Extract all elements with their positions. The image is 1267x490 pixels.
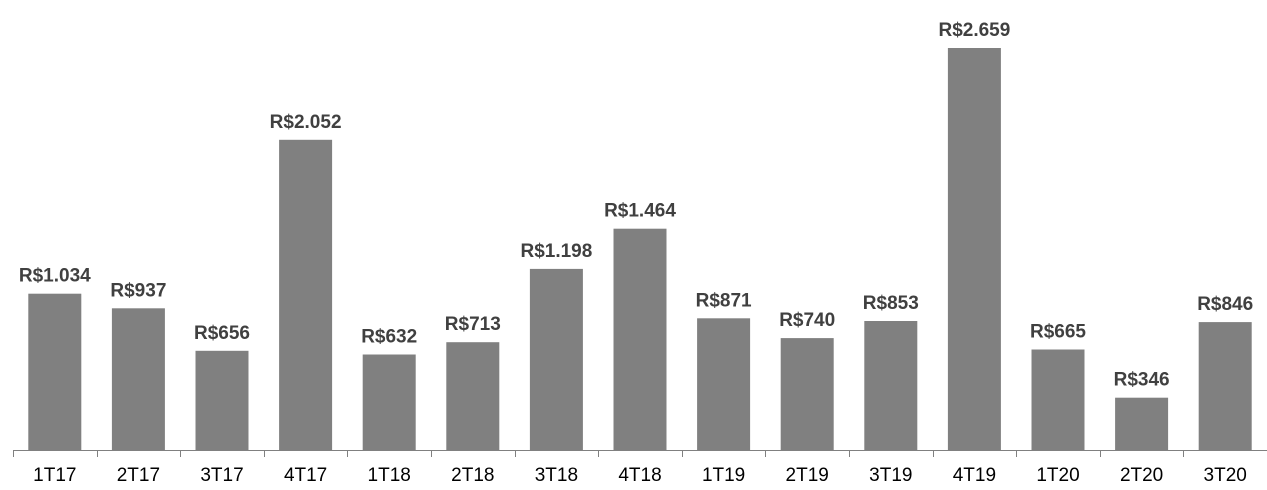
bar-1t20 bbox=[1031, 349, 1085, 450]
x-tick-label-3t17: 3T17 bbox=[200, 465, 243, 486]
data-label-2t18: R$713 bbox=[445, 314, 501, 335]
data-label-2t17: R$937 bbox=[110, 280, 166, 301]
x-tick-label-2t19: 2T19 bbox=[786, 465, 829, 486]
bar-2t20 bbox=[1115, 397, 1169, 450]
bar-2t18 bbox=[446, 342, 500, 450]
x-tick-label-1t20: 1T20 bbox=[1036, 465, 1079, 486]
bars-group bbox=[28, 48, 1252, 451]
x-tick-label-2t20: 2T20 bbox=[1120, 465, 1163, 486]
data-label-1t17: R$1.034 bbox=[19, 266, 91, 287]
bar-4t18 bbox=[613, 228, 667, 450]
x-tick-label-1t18: 1T18 bbox=[368, 465, 411, 486]
bar-2t19 bbox=[780, 338, 834, 450]
bar-1t17 bbox=[28, 293, 82, 450]
x-tick-label-4t18: 4T18 bbox=[618, 465, 661, 486]
data-label-1t19: R$871 bbox=[696, 290, 752, 311]
x-tick-label-3t18: 3T18 bbox=[535, 465, 578, 486]
x-tick-label-3t19: 3T19 bbox=[869, 465, 912, 486]
x-tick-marks bbox=[13, 450, 1184, 457]
x-tick-labels: 1T17 2T17 3T17 4T17 1T18 2T18 3T18 4T18 1T19 2T19… bbox=[33, 465, 1247, 486]
data-label-1t20: R$665 bbox=[1030, 322, 1086, 343]
data-labels-group: R$1.034 R$937 R$656 R$2.052 R$632 R$713 R$1.19… bbox=[19, 20, 1253, 391]
x-tick-label-1t17: 1T17 bbox=[33, 465, 76, 486]
data-label-3t20: R$846 bbox=[1197, 294, 1253, 315]
x-tick-label-2t17: 2T17 bbox=[117, 465, 160, 486]
data-label-4t17: R$2.052 bbox=[270, 112, 342, 133]
x-tick-label-1t19: 1T19 bbox=[702, 465, 745, 486]
x-tick-label-4t17: 4T17 bbox=[284, 465, 327, 486]
data-label-2t19: R$740 bbox=[779, 310, 835, 331]
bar-1t19 bbox=[697, 318, 751, 450]
bar-4t17 bbox=[279, 139, 333, 451]
data-label-4t19: R$2.659 bbox=[938, 20, 1010, 41]
data-label-3t19: R$853 bbox=[863, 293, 919, 314]
data-label-4t18: R$1.464 bbox=[604, 201, 676, 222]
bar-3t20 bbox=[1198, 322, 1252, 450]
bar-3t17 bbox=[195, 350, 249, 450]
x-tick-label-3t20: 3T20 bbox=[1204, 465, 1247, 486]
x-tick-label-4t19: 4T19 bbox=[953, 465, 996, 486]
x-tick-label-2t18: 2T18 bbox=[451, 465, 494, 486]
bar-4t19 bbox=[947, 48, 1001, 450]
data-label-1t18: R$632 bbox=[361, 327, 417, 348]
data-label-2t20: R$346 bbox=[1114, 370, 1170, 391]
bar-2t17 bbox=[111, 308, 165, 450]
bar-3t18 bbox=[529, 268, 583, 450]
bar-3t19 bbox=[864, 321, 918, 450]
bar-1t18 bbox=[362, 354, 416, 450]
data-label-3t17: R$656 bbox=[194, 323, 250, 344]
data-label-3t18: R$1.198 bbox=[520, 241, 592, 262]
